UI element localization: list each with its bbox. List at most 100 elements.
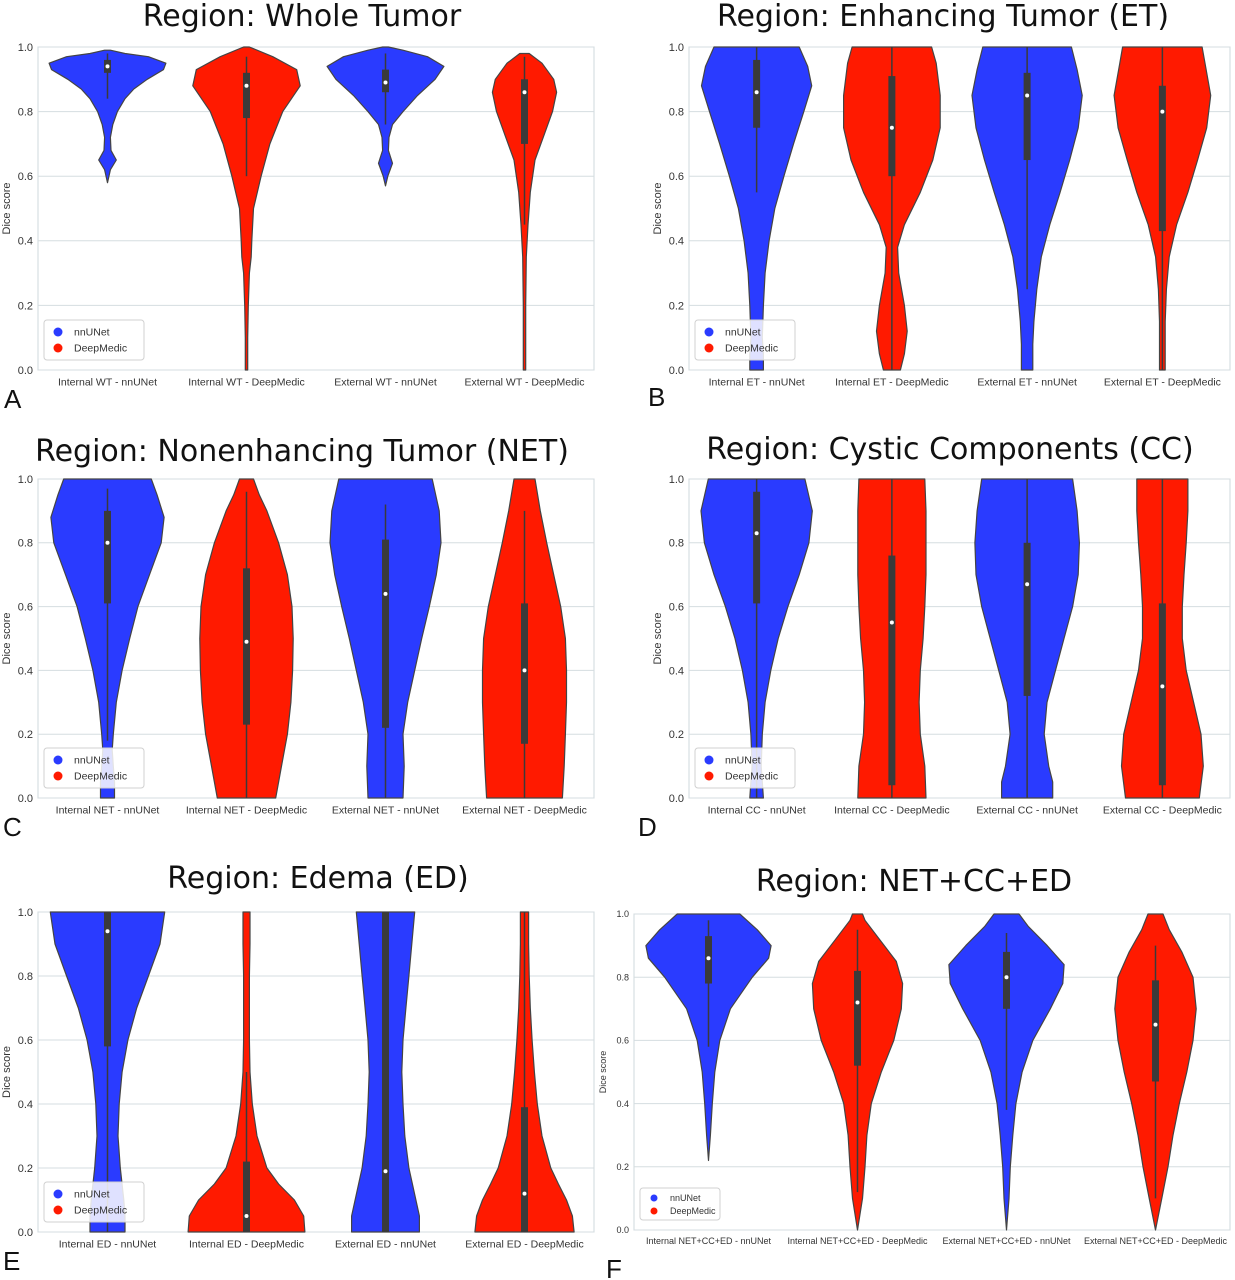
legend-box: [43, 747, 145, 789]
x-category-label: Internal CC - DeepMedic: [834, 805, 950, 817]
legend: nnUNet DeepMedic: [639, 1187, 721, 1221]
violin-iqr: [382, 912, 389, 1232]
violin-median: [754, 531, 759, 536]
y-tick-label: 0.6: [616, 1036, 629, 1046]
y-tick-label: 0.0: [18, 365, 33, 377]
y-tick-label: 0.4: [616, 1099, 629, 1109]
violin-body: [192, 46, 301, 371]
violin-median: [706, 956, 711, 961]
violin-iqr: [854, 970, 861, 1066]
violin-body: [700, 46, 813, 371]
chart-panel-b: 0.0 0.2 0.4 0.6 0.8 1.0 Dice score Region: Enha…: [648, 0, 1231, 412]
legend: nnUNet DeepMedic: [43, 319, 145, 361]
x-category-label: Internal WT - DeepMedic: [188, 377, 305, 389]
violin-median: [855, 1000, 860, 1005]
violin-median: [105, 540, 110, 545]
panel-letter: E: [3, 1246, 20, 1276]
x-category-label: External NET+CC+ED - nnUNet: [942, 1236, 1071, 1246]
y-tick-label: 0.8: [669, 538, 684, 550]
y-tick-label: 0.6: [18, 601, 33, 613]
violin-median: [105, 929, 110, 934]
x-category-label: External NET - nnUNet: [332, 805, 439, 817]
x-category-label: Internal CC - nnUNet: [708, 805, 806, 817]
legend-marker: [53, 771, 63, 781]
chart-panel-d: 0.0 0.2 0.4 0.6 0.8 1.0 Dice score Region: Cyst…: [638, 432, 1231, 842]
violin-median: [1004, 975, 1009, 980]
y-tick-label: 1.0: [18, 474, 33, 486]
x-category-label: External WT - nnUNet: [334, 377, 437, 389]
legend-marker: [53, 755, 63, 765]
legend-marker: [53, 1189, 63, 1199]
legend-marker: [53, 343, 63, 353]
chart-title: Region: Nonenhancing Tumor (NET): [35, 434, 569, 469]
x-category-label: Internal ED - nnUNet: [59, 1239, 157, 1251]
violin-median: [244, 83, 249, 88]
x-category-label: External CC - DeepMedic: [1103, 805, 1222, 817]
x-category-label: External NET - DeepMedic: [462, 805, 587, 817]
legend-label: nnUNet: [74, 1189, 110, 1201]
y-tick-label: 0.2: [616, 1162, 629, 1172]
y-axis-label: Dice score: [1, 183, 13, 235]
violin-median: [522, 1191, 527, 1196]
violin-median: [889, 620, 894, 625]
y-tick-label: 1.0: [18, 907, 33, 919]
legend-box: [694, 319, 796, 361]
violin-iqr: [243, 72, 250, 119]
legend-marker: [704, 771, 714, 781]
violin-iqr: [1023, 72, 1031, 161]
y-tick-label: 0.6: [669, 171, 684, 183]
y-tick-label: 0.0: [18, 1227, 33, 1239]
violin-iqr: [104, 510, 111, 604]
violin-median: [1160, 109, 1165, 114]
y-tick-label: 0.4: [669, 665, 684, 677]
chart-title: Region: Edema (ED): [167, 861, 468, 896]
legend-label: nnUNet: [74, 755, 110, 767]
violin-iqr: [1158, 603, 1166, 786]
violin-iqr: [521, 603, 528, 744]
x-category-label: External WT - DeepMedic: [464, 377, 584, 389]
violin-median: [522, 668, 527, 673]
x-category-label: External ET - DeepMedic: [1104, 377, 1221, 389]
y-axis-label: Dice score: [652, 613, 664, 665]
y-tick-label: 0.2: [669, 729, 684, 741]
y-tick-label: 0.8: [669, 106, 684, 118]
x-category-label: External ET - nnUNet: [977, 377, 1077, 389]
violin-body: [48, 49, 167, 184]
x-category-label: Internal NET - nnUNet: [56, 805, 160, 817]
violin-median: [754, 90, 759, 95]
legend: nnUNet DeepMedic: [694, 747, 796, 789]
y-tick-label: 0.0: [18, 793, 33, 805]
chart-panel-a: 0.0 0.2 0.4 0.6 0.8 1.0 Dice score Region: Whol…: [1, 0, 595, 414]
y-tick-label: 0.8: [616, 972, 629, 982]
chart-title: Region: Cystic Components (CC): [706, 432, 1193, 467]
chart-title: Region: Whole Tumor: [143, 0, 462, 34]
panel-letter: F: [606, 1254, 622, 1280]
violin-median: [383, 591, 388, 596]
legend-label: nnUNet: [725, 755, 761, 767]
y-tick-label: 0.2: [669, 300, 684, 312]
legend-label: DeepMedic: [74, 1205, 127, 1217]
legend-label: DeepMedic: [725, 771, 778, 783]
panel-letter: D: [638, 812, 657, 842]
violin-iqr: [1003, 951, 1010, 1009]
x-category-label: Internal ET - DeepMedic: [835, 377, 949, 389]
violin-median: [1153, 1022, 1158, 1027]
y-tick-label: 0.0: [669, 793, 684, 805]
panel-letter: A: [4, 384, 22, 414]
y-tick-label: 0.8: [18, 971, 33, 983]
y-tick-label: 0.8: [18, 538, 33, 550]
y-tick-label: 1.0: [669, 42, 684, 54]
legend-label: nnUNet: [670, 1193, 701, 1203]
violin-iqr: [1023, 542, 1031, 696]
violin-median: [1160, 684, 1165, 689]
violin-median: [889, 125, 894, 130]
y-axis-label: Dice score: [1, 613, 13, 665]
violin-iqr: [104, 912, 111, 1047]
y-axis-label: Dice score: [652, 183, 664, 235]
y-tick-label: 0.4: [18, 665, 33, 677]
chart-panel-f: 0.0 0.2 0.4 0.6 0.8 1.0 Dice score Region: NET+…: [598, 864, 1231, 1280]
x-category-label: Internal NET+CC+ED - nnUNet: [646, 1236, 772, 1246]
chart-title: Region: Enhancing Tumor (ET): [717, 0, 1169, 34]
x-category-label: External NET+CC+ED - DeepMedic: [1084, 1236, 1228, 1246]
